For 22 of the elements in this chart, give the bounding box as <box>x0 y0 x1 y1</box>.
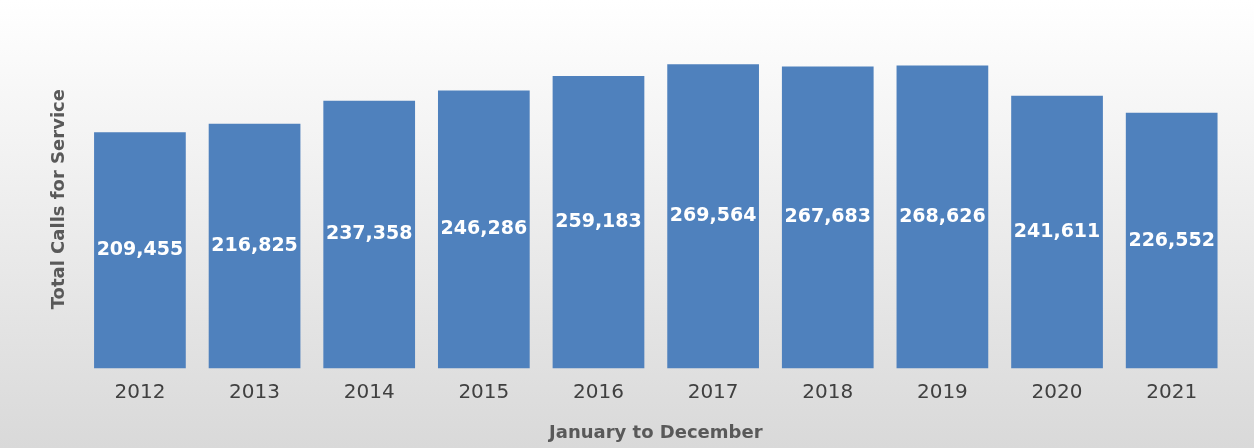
data-label: 216,825 <box>211 233 298 256</box>
x-tick-label: 2019 <box>916 378 968 403</box>
y-axis-title: Total Calls for Service <box>47 89 69 310</box>
x-tick-label: 2020 <box>1031 378 1083 403</box>
x-tick-label: 2013 <box>229 378 281 403</box>
data-label: 267,683 <box>784 204 872 227</box>
x-tick-label: 2018 <box>802 378 854 403</box>
x-tick-label: 2015 <box>458 378 510 403</box>
x-tick-label: 2014 <box>343 378 395 403</box>
x-axis-title: January to December <box>547 420 763 442</box>
x-tick-label: 2012 <box>114 378 166 403</box>
x-tick-label: 2017 <box>687 378 739 403</box>
data-label: 246,286 <box>440 216 528 239</box>
x-tick-label: 2021 <box>1146 378 1198 403</box>
data-label: 241,611 <box>1013 219 1101 242</box>
data-label: 269,564 <box>669 203 757 226</box>
data-label: 237,358 <box>325 221 413 244</box>
data-label: 209,455 <box>96 237 184 260</box>
x-tick-label: 2016 <box>573 378 624 403</box>
data-label: 226,552 <box>1128 227 1215 250</box>
data-label: 259,183 <box>555 209 642 232</box>
data-label: 268,626 <box>899 203 986 226</box>
